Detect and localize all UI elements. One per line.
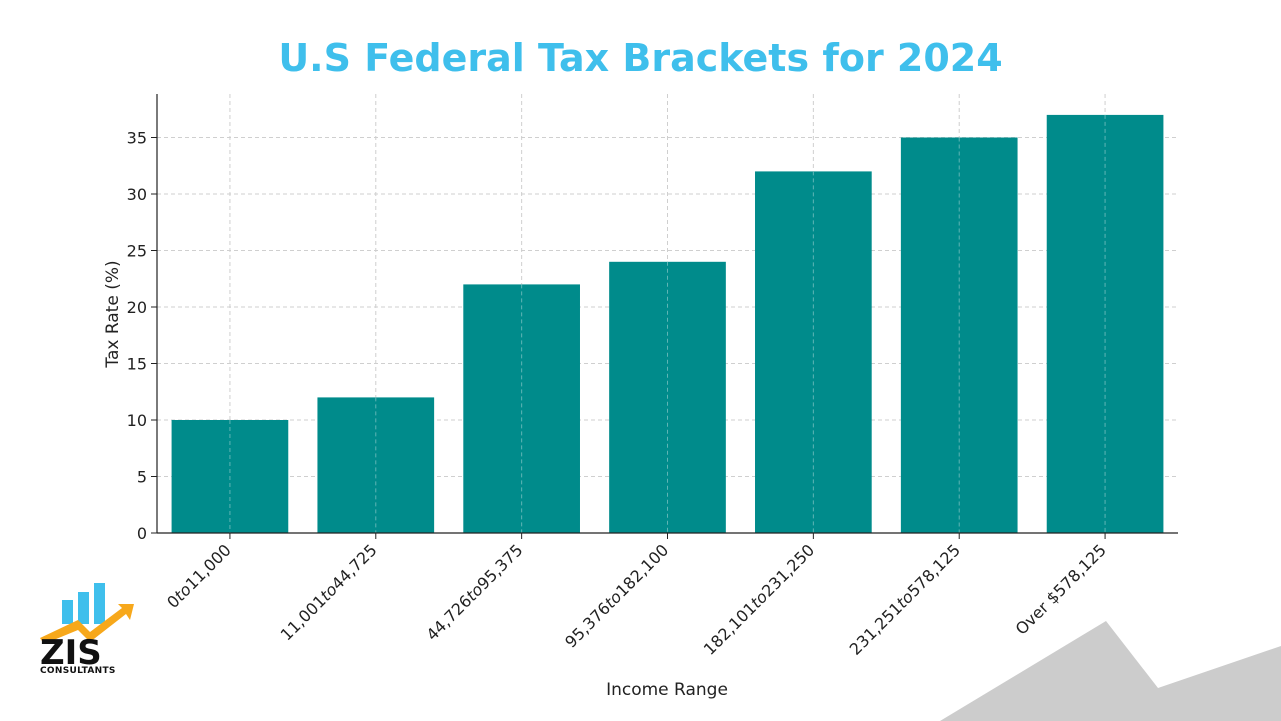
axes — [151, 94, 1178, 539]
bar-3 — [463, 284, 580, 533]
x-tick-label: Over $578,125 — [1012, 540, 1110, 638]
y-axis-label: Tax Rate (%) — [103, 260, 123, 368]
y-tick-label: 5 — [137, 468, 147, 487]
x-tick-label: 231,251to578,125 — [846, 540, 964, 658]
x-tick-label: 11,001to44,725 — [277, 540, 381, 644]
y-tick-labels: 0 5 10 15 20 25 30 35 — [127, 129, 147, 543]
bar-5 — [755, 171, 872, 533]
zis-logo-icon: ZIS — [40, 583, 134, 673]
logo-text: ZIS — [40, 633, 102, 673]
y-tick-label: 20 — [127, 298, 147, 317]
y-tick-label: 30 — [127, 185, 147, 204]
x-tick-label: 44,726to95,375 — [423, 540, 527, 644]
x-tick-label: 95,376to182,100 — [561, 540, 672, 651]
logo-bar-1 — [62, 600, 73, 624]
logo-subtitle: CONSULTANTS — [40, 666, 116, 676]
y-tick-label: 15 — [127, 355, 147, 374]
x-tick-label: 0to11,000 — [163, 540, 235, 612]
x-tick-labels: 0to11,000 11,001to44,725 44,726to95,375 95,… — [163, 540, 1110, 658]
y-tick-label: 10 — [127, 411, 147, 430]
bars — [171, 114, 1164, 534]
logo-bar-2 — [78, 592, 89, 624]
chart-title: U.S Federal Tax Brackets for 2024 — [278, 36, 1003, 80]
y-tick-label: 0 — [137, 524, 147, 543]
bar-7 — [1046, 114, 1164, 534]
logo-arrow — [40, 604, 134, 644]
y-tick-label: 35 — [127, 129, 147, 148]
x-axis-label: Income Range — [606, 680, 728, 700]
x-tick-label: 182,101to231,250 — [700, 540, 818, 658]
y-tick-label: 25 — [127, 242, 147, 261]
logo-bar-3 — [94, 583, 105, 624]
